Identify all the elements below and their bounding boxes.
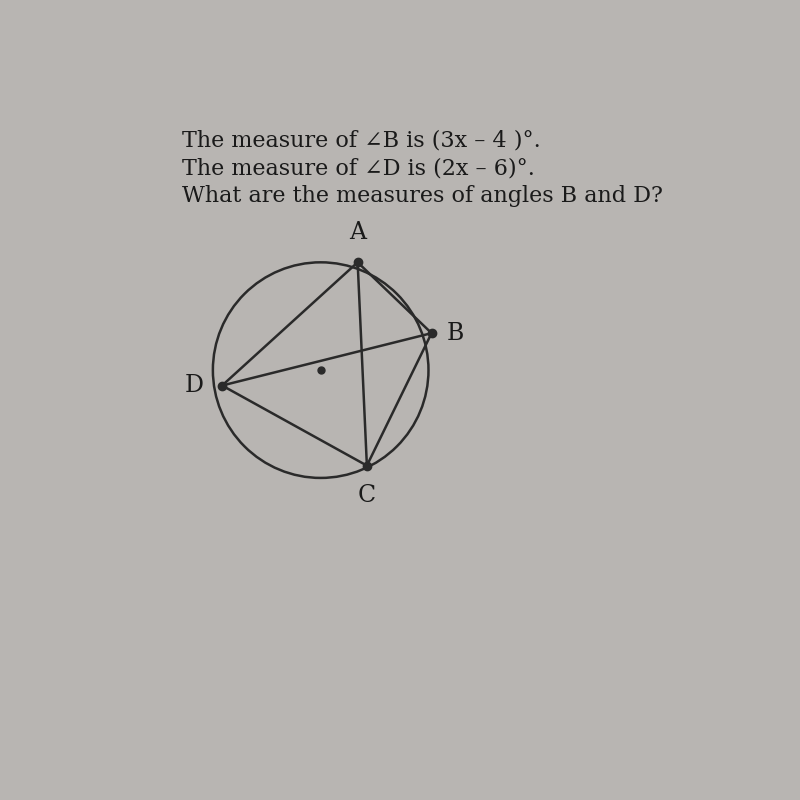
Text: D: D: [185, 374, 204, 397]
Text: B: B: [447, 322, 464, 345]
Text: What are the measures of angles B and D?: What are the measures of angles B and D?: [182, 186, 663, 207]
Text: The measure of ∠D is (2x – 6)°.: The measure of ∠D is (2x – 6)°.: [182, 158, 535, 180]
Text: A: A: [349, 221, 366, 244]
Text: The measure of ∠B is (3x – 4 )°.: The measure of ∠B is (3x – 4 )°.: [182, 130, 541, 152]
Text: C: C: [358, 484, 376, 507]
